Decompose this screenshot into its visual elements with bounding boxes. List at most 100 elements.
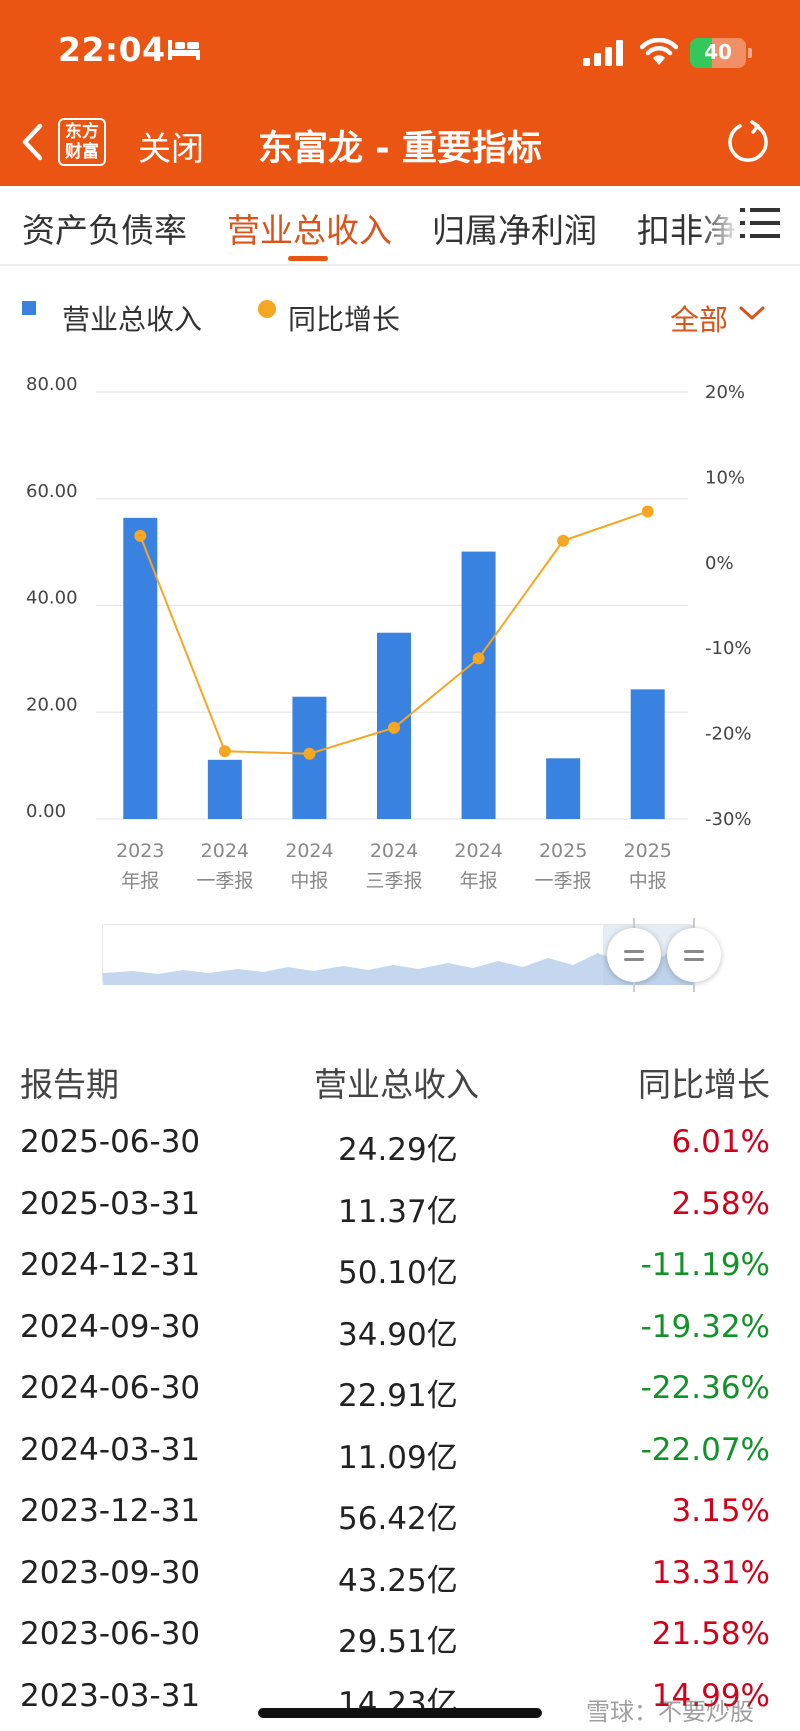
x-tick-label-period: 中报 [629, 870, 667, 892]
x-tick-label-period: 中报 [290, 870, 328, 892]
row-revenue: 34.90亿 [338, 1316, 458, 1353]
y-left-tick-label: 20.00 [26, 694, 78, 715]
y-left-tick-label: 80.00 [26, 374, 78, 395]
wifi-icon [640, 38, 678, 65]
x-tick-label-period: 一季报 [196, 870, 253, 892]
table-row[interactable]: 2023-03-31 14.23亿 14.99% [0, 1664, 800, 1725]
home-indicator [258, 1708, 542, 1718]
growth-point [472, 652, 485, 665]
row-report-date: 2025-06-30 [20, 1124, 201, 1160]
chevron-down-icon[interactable] [738, 304, 766, 322]
y-right-tick-label: 0% [705, 553, 734, 574]
tab-total-revenue[interactable]: 营业总收入 [227, 211, 392, 250]
legend-growth-label: 同比增长 [288, 303, 401, 336]
row-revenue: 22.91亿 [338, 1378, 458, 1414]
sleep-focus-icon [168, 40, 200, 60]
table-row[interactable]: 2023-06-30 29.51亿 21.58% [0, 1602, 800, 1663]
x-tick-label-year: 2024 [285, 840, 333, 862]
growth-point [641, 505, 654, 518]
row-yoy-growth: 14.99% [651, 1677, 770, 1714]
growth-point [303, 747, 316, 760]
row-yoy-growth: 3.15% [671, 1493, 770, 1529]
y-right-tick-label: -20% [705, 724, 752, 745]
refresh-icon[interactable] [726, 120, 770, 164]
row-yoy-growth: 6.01% [671, 1124, 770, 1160]
table-row[interactable]: 2023-09-30 43.25亿 13.31% [0, 1541, 800, 1602]
battery-cap [748, 48, 752, 58]
table-row[interactable]: 2025-03-31 11.37亿 2.58% [0, 1172, 800, 1233]
row-yoy-growth: 13.31% [651, 1554, 770, 1591]
y-right-tick-label: -30% [705, 809, 752, 830]
revenue-growth-chart: 0.00 20.00 40.00 60.00 80.00 -30% -20% -10% 0% 10… [26, 374, 752, 892]
y-right-tick-label: 10% [705, 467, 745, 488]
x-tick-label-year: 2024 [201, 840, 249, 862]
table-row[interactable]: 2023-12-31 56.42亿 3.15% [0, 1479, 800, 1540]
app-header: 22:04 40 东方 财富 关闭 东富龙 - 重要指标 [0, 0, 800, 186]
row-yoy-growth: 21.58% [651, 1616, 770, 1652]
revenue-bar [123, 517, 158, 819]
row-report-date: 2023-06-30 [20, 1616, 201, 1652]
row-revenue: 56.42亿 [338, 1501, 458, 1537]
slider-tick-top [693, 918, 695, 928]
tab-net-profit[interactable]: 归属净利润 [432, 211, 597, 250]
period-filter-select[interactable]: 全部 [670, 303, 729, 337]
revenue-bar [630, 689, 665, 819]
range-end-handle[interactable] [667, 928, 721, 982]
back-arrow-icon[interactable] [18, 120, 48, 164]
table-row[interactable]: 2024-09-30 34.90亿 -19.32% [0, 1295, 800, 1356]
slider-tick-bottom [693, 982, 695, 992]
table-row[interactable]: 2024-12-31 50.10亿 -11.19% [0, 1233, 800, 1294]
row-yoy-growth: -22.07% [640, 1431, 770, 1468]
row-yoy-growth: 2.58% [671, 1185, 770, 1222]
growth-point [388, 721, 400, 734]
y-right-tick-label: -10% [705, 638, 752, 659]
close-button[interactable]: 关闭 [138, 129, 204, 168]
row-report-date: 2024-09-30 [20, 1308, 201, 1345]
row-report-date: 2024-12-31 [20, 1247, 201, 1283]
row-revenue: 24.29亿 [338, 1132, 458, 1168]
y-left-tick-label: 60.00 [26, 481, 78, 502]
row-revenue: 43.25亿 [338, 1562, 458, 1599]
growth-point [218, 745, 231, 758]
logo-text-line1: 东方 [65, 122, 99, 142]
page-title: 东富龙 - 重要指标 [258, 129, 542, 169]
row-revenue: 50.10亿 [338, 1255, 458, 1291]
x-tick-label-year: 2024 [370, 840, 418, 862]
legend-revenue-label: 营业总收入 [62, 303, 203, 336]
row-report-date: 2025-03-31 [20, 1185, 201, 1222]
x-tick-label-period: 年报 [121, 870, 159, 892]
menu-list-icon[interactable] [738, 206, 782, 240]
range-start-handle[interactable] [607, 928, 661, 982]
row-revenue: 11.37亿 [338, 1193, 458, 1230]
table-row[interactable]: 2024-06-30 22.91亿 -22.36% [0, 1356, 800, 1417]
active-tab-indicator [288, 256, 328, 261]
header-yoy-growth: 同比增长 [638, 1065, 770, 1104]
row-revenue: 29.51亿 [338, 1624, 458, 1660]
revenue-bar [461, 551, 496, 819]
table-row[interactable]: 2025-06-30 24.29亿 6.01% [0, 1110, 800, 1171]
status-time: 22:04 [58, 30, 166, 69]
table-row[interactable]: 2024-03-31 11.09亿 -22.07% [0, 1418, 800, 1479]
x-tick-label-year: 2025 [539, 840, 587, 862]
y-left-tick-label: 40.00 [26, 588, 78, 609]
x-tick-label-period: 年报 [460, 870, 498, 892]
x-tick-label-year: 2024 [454, 840, 502, 862]
growth-point [134, 529, 147, 542]
row-report-date: 2024-06-30 [20, 1370, 201, 1406]
header-total-revenue: 营业总收入 [314, 1065, 479, 1104]
row-yoy-growth: -11.19% [640, 1247, 770, 1283]
logo-text-line2: 财富 [65, 142, 99, 162]
battery-percent: 40 [704, 40, 732, 64]
row-revenue: 11.09亿 [338, 1439, 458, 1476]
revenue-bar [546, 758, 581, 819]
growth-point [557, 534, 570, 547]
revenue-bar [207, 759, 242, 819]
row-yoy-growth: -19.32% [640, 1308, 770, 1345]
x-tick-label-period: 三季报 [365, 870, 422, 892]
chart-range-slider[interactable] [102, 924, 693, 985]
cellular-signal-icon [583, 40, 623, 66]
row-report-date: 2023-09-30 [20, 1554, 201, 1591]
tab-asset-liability-ratio[interactable]: 资产负债率 [22, 211, 187, 250]
battery-level [690, 38, 713, 68]
range-preview-area [103, 925, 693, 985]
